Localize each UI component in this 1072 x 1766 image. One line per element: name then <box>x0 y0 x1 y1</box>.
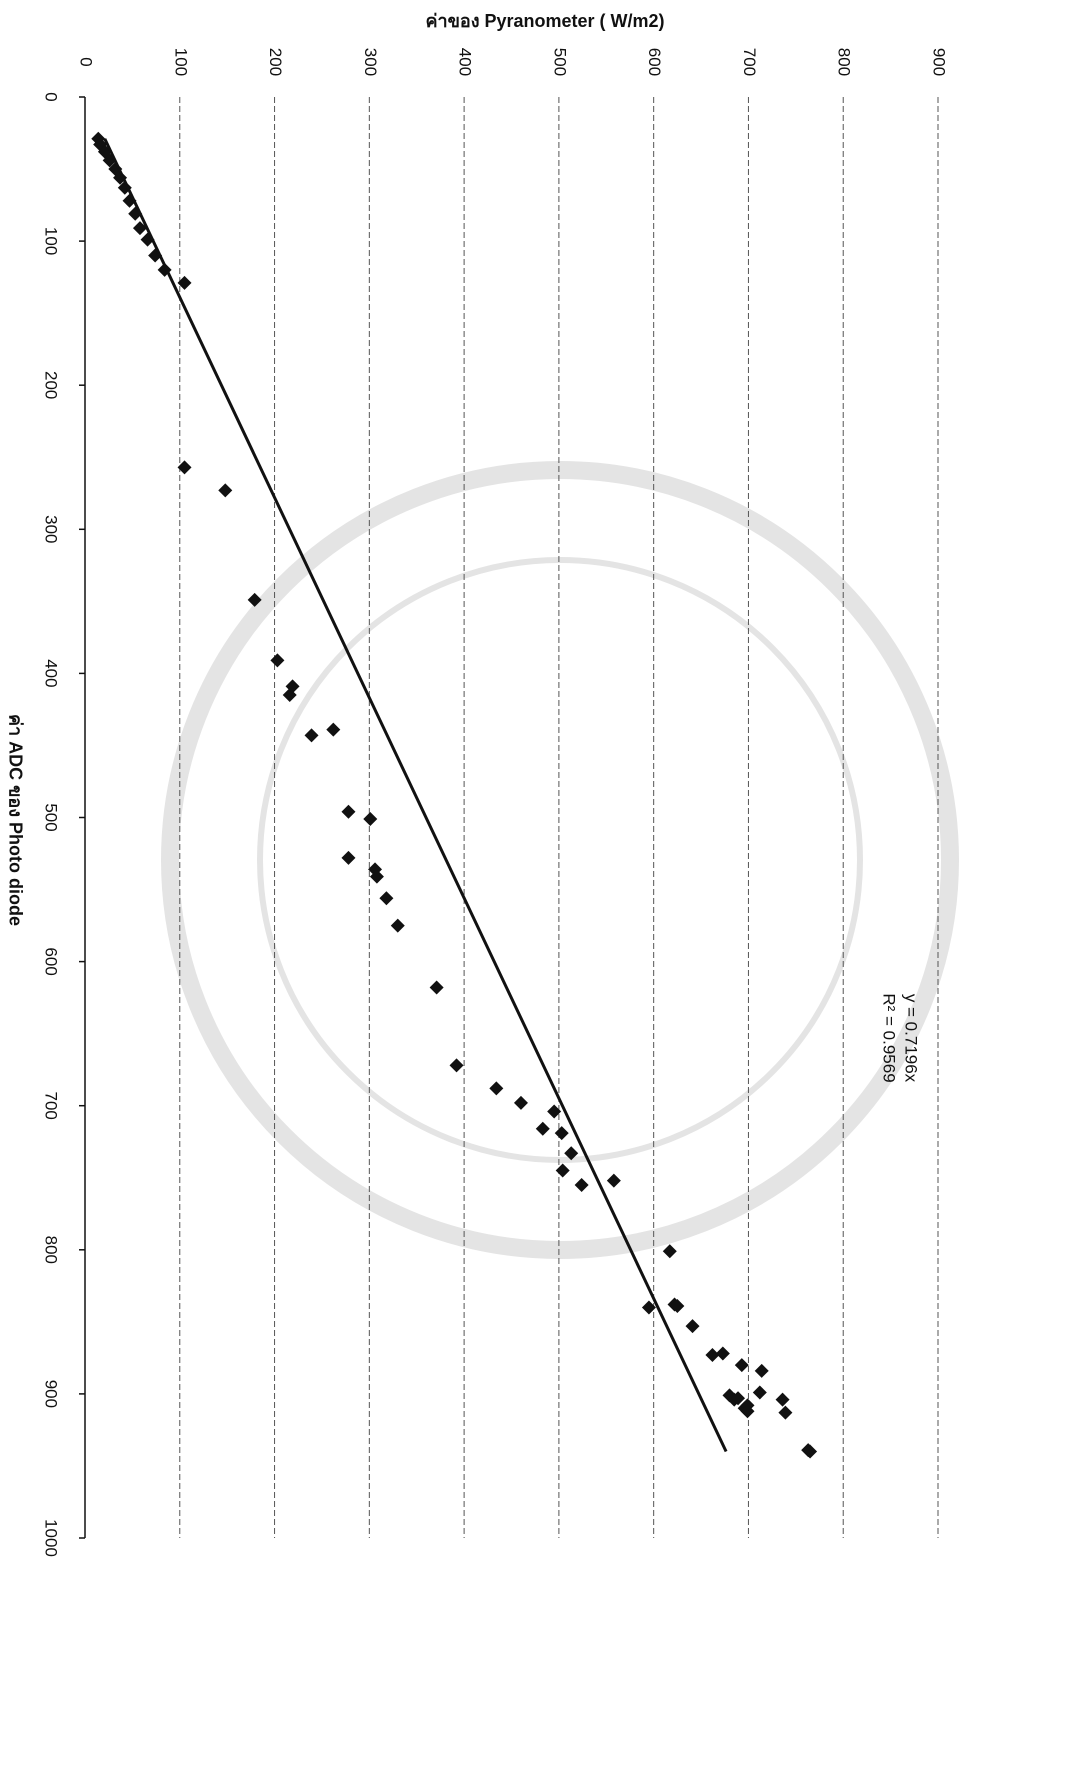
x-tick-label: 100 <box>42 227 61 255</box>
point <box>740 1404 755 1419</box>
point <box>379 891 394 906</box>
point <box>778 1405 793 1420</box>
y-tick-label: 0 <box>77 57 96 66</box>
trendline-equation: y = 0.7196x <box>902 994 921 1083</box>
point <box>564 1146 579 1161</box>
y-tick-label: 100 <box>171 48 190 76</box>
point <box>731 1391 746 1406</box>
point <box>555 1163 570 1178</box>
x-tick-label: 800 <box>42 1236 61 1264</box>
point <box>775 1392 790 1407</box>
x-axis-title: ค่า ADC ของ Photo diode <box>5 714 25 926</box>
point <box>341 804 356 819</box>
point <box>132 221 147 236</box>
point <box>685 1319 700 1334</box>
point <box>489 1081 504 1096</box>
point <box>715 1346 730 1361</box>
point <box>547 1104 562 1119</box>
point <box>117 180 132 195</box>
point <box>326 722 341 737</box>
point <box>429 980 444 995</box>
point <box>752 1385 767 1400</box>
y-tick-label: 300 <box>361 48 380 76</box>
point <box>304 728 319 743</box>
point <box>554 1126 569 1141</box>
x-tick-label: 200 <box>42 371 61 399</box>
y-tick-label: 800 <box>835 48 854 76</box>
point <box>285 679 300 694</box>
trendline-r2: R² = 0.9569 <box>880 993 899 1082</box>
y-tick-label: 600 <box>645 48 664 76</box>
x-tick-label: 500 <box>42 803 61 831</box>
y-tick-label: 700 <box>740 48 759 76</box>
point <box>449 1058 464 1073</box>
point <box>218 483 233 498</box>
point <box>574 1177 589 1192</box>
point <box>177 275 192 290</box>
y-tick-label: 500 <box>550 48 569 76</box>
y-axis-title: ค่าของ Pyranometer ( W/m2) <box>425 11 664 31</box>
point <box>535 1121 550 1136</box>
point <box>662 1244 677 1259</box>
x-tick-label: 900 <box>42 1380 61 1408</box>
x-tick-label: 400 <box>42 659 61 687</box>
point <box>803 1444 818 1459</box>
x-tick-label: 300 <box>42 515 61 543</box>
y-tick-label: 900 <box>930 48 949 76</box>
point <box>734 1358 749 1373</box>
point <box>177 460 192 475</box>
point <box>270 653 285 668</box>
point <box>641 1300 656 1315</box>
point <box>705 1347 720 1362</box>
watermark <box>161 461 959 1259</box>
point <box>754 1363 769 1378</box>
trendline <box>103 138 728 1453</box>
x-tick-label: 1000 <box>42 1519 61 1557</box>
point <box>513 1095 528 1110</box>
point <box>341 850 356 865</box>
point <box>247 592 262 607</box>
y-tick-label: 400 <box>456 48 475 76</box>
point <box>670 1298 685 1313</box>
x-tick-label: 0 <box>42 92 61 101</box>
y-tick-label: 200 <box>266 48 285 76</box>
point <box>363 811 378 826</box>
x-tick-label: 600 <box>42 947 61 975</box>
x-tick-label: 700 <box>42 1092 61 1120</box>
point <box>369 869 384 884</box>
point <box>606 1173 621 1188</box>
point <box>390 918 405 933</box>
